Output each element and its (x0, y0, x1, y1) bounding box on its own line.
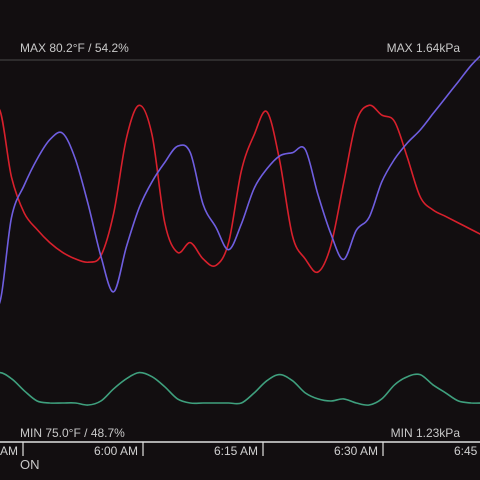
min-left-label: MIN 75.0°F / 48.7% (20, 426, 125, 440)
x-tick-layer: 5:45 AM 6:00 AM 6:15 AM 6:30 AM 6:45 AM (0, 442, 480, 458)
vpd-series-line (0, 371, 480, 406)
x-tick-label: 6:45 AM (454, 444, 480, 458)
max-right-label: MAX 1.64kPa (386, 41, 460, 55)
series-layer (0, 55, 480, 406)
humidity-series-line (0, 55, 480, 304)
x-tick-label: 5:45 AM (0, 444, 18, 458)
min-right-label: MIN 1.23kPa (390, 426, 460, 440)
temperature-series-line (0, 104, 480, 274)
x-tick-label: 6:15 AM (214, 444, 258, 458)
max-left-label: MAX 80.2°F / 54.2% (20, 41, 129, 55)
x-tick-label: 6:00 AM (94, 444, 138, 458)
x-tick-label: 6:30 AM (334, 444, 378, 458)
status-label: ON (20, 457, 40, 472)
